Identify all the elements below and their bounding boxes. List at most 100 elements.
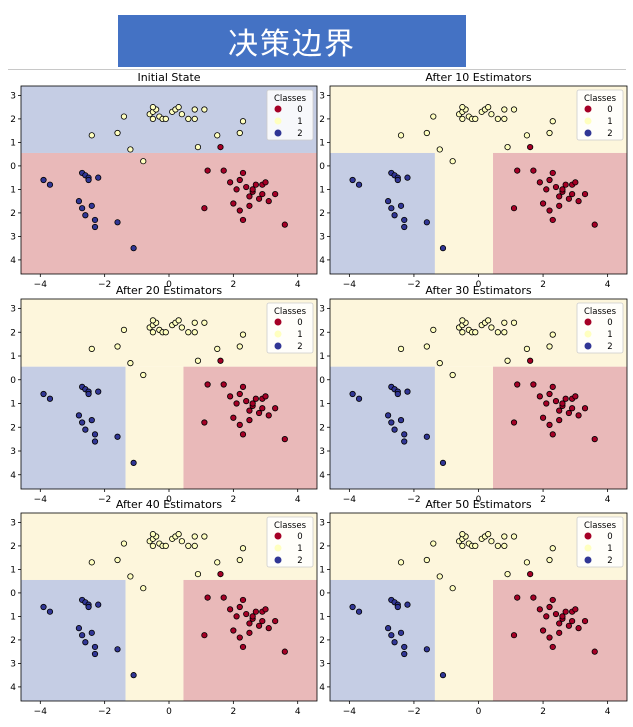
data-point: [191, 319, 198, 326]
data-point: [246, 193, 253, 200]
data-point: [75, 625, 83, 632]
y-tick-label: 3: [10, 232, 16, 242]
data-point: [523, 345, 531, 352]
data-point: [175, 104, 182, 111]
data-point: [265, 412, 272, 419]
data-point: [546, 176, 553, 184]
data-point: [510, 419, 518, 426]
y-tick-label: 0: [319, 376, 325, 386]
legend-marker: [584, 544, 592, 552]
x-tick-label: 4: [295, 495, 301, 505]
data-point: [501, 329, 508, 336]
data-point: [575, 412, 582, 419]
data-point: [259, 617, 266, 625]
data-point: [40, 176, 47, 184]
data-point: [88, 132, 95, 139]
data-point: [178, 324, 185, 331]
data-point: [546, 207, 553, 214]
data-point: [227, 179, 234, 186]
x-tick-label: 2: [540, 495, 546, 505]
legend-marker: [274, 556, 282, 564]
data-point: [504, 144, 511, 151]
data-point: [40, 390, 47, 398]
data-point: [175, 531, 182, 538]
data-point: [120, 113, 128, 120]
y-tick-label: 3: [319, 232, 325, 242]
y-tick-label: 2: [10, 542, 16, 552]
chart-panel-4: −4 −2 0 2 4 3 2 1 0 1 2 3 4 After 30 Estimators Classe…: [319, 284, 628, 505]
chart-panel-3: −4 −2 0 2 4 3 2 1 0 1 2 3 4 After 20 Estimators Classe…: [10, 284, 318, 505]
y-tick-label: 0: [10, 376, 16, 386]
data-point: [262, 179, 269, 186]
data-point: [501, 533, 508, 540]
y-tick-label: 3: [10, 447, 16, 457]
decision-region: [434, 366, 494, 489]
data-point: [536, 393, 543, 400]
y-tick-label: 2: [319, 115, 325, 125]
y-tick-label: 3: [10, 305, 16, 315]
data-point: [559, 400, 566, 407]
y-tick-label: 2: [319, 328, 325, 338]
decision-region: [21, 366, 126, 489]
data-point: [401, 650, 408, 658]
legend-marker: [274, 117, 282, 125]
legend-label: 0: [297, 532, 302, 542]
data-point: [114, 343, 121, 350]
data-point: [397, 132, 405, 139]
legend-title: Classes: [274, 94, 307, 104]
data-point: [404, 601, 411, 608]
data-point: [236, 343, 243, 350]
data-point: [504, 570, 511, 578]
data-point: [581, 405, 589, 412]
data-point: [194, 570, 202, 578]
data-point: [536, 179, 543, 186]
data-point: [494, 542, 501, 550]
data-point: [575, 198, 582, 205]
y-tick-label: 4: [319, 256, 325, 266]
data-point: [243, 610, 250, 618]
data-point: [459, 542, 466, 550]
data-point: [391, 639, 398, 646]
y-tick-label: 1: [319, 565, 325, 575]
data-point: [572, 606, 579, 613]
data-point: [394, 176, 401, 184]
data-point: [79, 419, 86, 426]
decision-region: [183, 579, 317, 701]
data-point: [397, 629, 405, 636]
legend-label: 2: [607, 129, 612, 139]
data-point: [549, 643, 556, 651]
data-point: [397, 417, 405, 424]
data-point: [349, 390, 356, 398]
data-point: [459, 329, 466, 336]
data-point: [397, 345, 405, 352]
data-point: [252, 608, 259, 615]
data-point: [388, 205, 395, 212]
data-point: [265, 198, 272, 205]
data-point: [501, 106, 508, 113]
legend-marker: [274, 318, 282, 326]
y-tick-label: 1: [10, 565, 16, 575]
data-point: [236, 176, 243, 184]
data-point: [485, 104, 492, 111]
x-tick-label: 4: [605, 707, 611, 717]
data-point: [255, 409, 263, 417]
data-point: [217, 570, 224, 578]
data-point: [114, 556, 121, 564]
y-tick-label: 3: [10, 659, 16, 669]
x-tick-label: 0: [166, 707, 172, 717]
data-point: [543, 186, 550, 193]
data-point: [246, 407, 253, 414]
data-point: [239, 118, 247, 125]
data-point: [572, 393, 579, 400]
data-point: [127, 360, 134, 367]
data-point: [556, 193, 563, 200]
y-tick-label: 2: [319, 542, 325, 552]
legend-marker: [584, 117, 592, 125]
data-point: [162, 329, 169, 336]
data-point: [88, 417, 95, 424]
data-point: [562, 395, 569, 402]
data-point: [549, 431, 556, 438]
data-point: [162, 115, 169, 123]
data-point: [349, 176, 356, 184]
